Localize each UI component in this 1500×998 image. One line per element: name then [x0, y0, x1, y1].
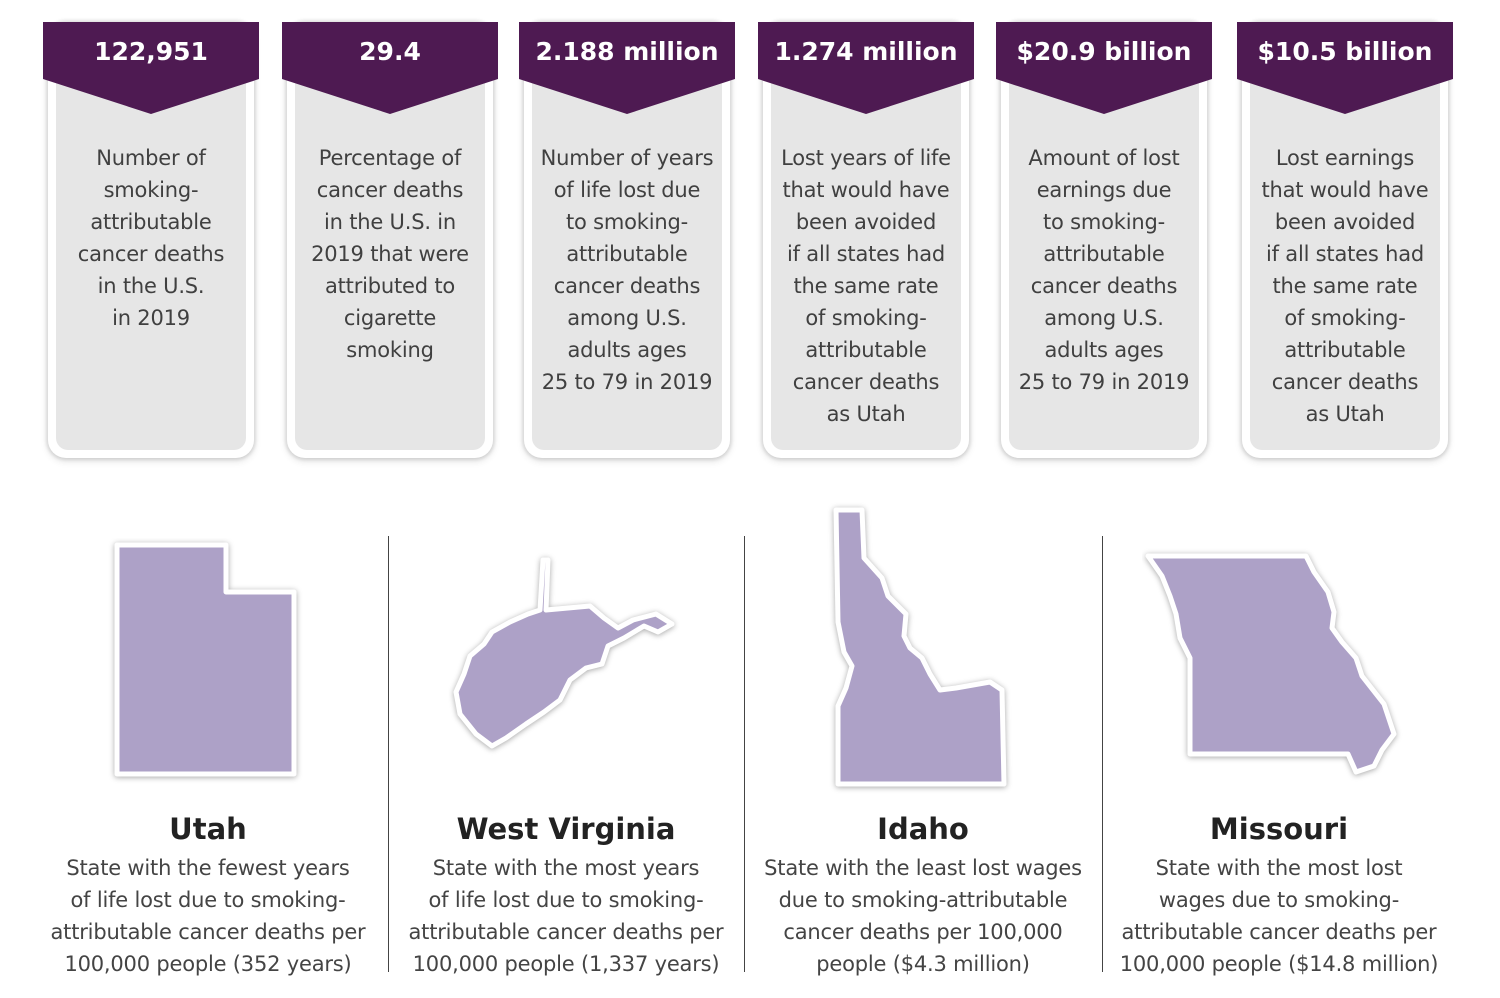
stat-value: $10.5 billion: [1257, 37, 1433, 66]
stat-description: Lost earnings that would have been avoid…: [1261, 146, 1429, 426]
stat-card-percentage: 29.4 Percentage of cancer deaths in the …: [282, 22, 498, 458]
stat-description: Lost years of life that would have been …: [781, 146, 951, 426]
stat-card-years-avoided: 1.274 million Lost years of life that wo…: [758, 22, 974, 458]
stat-value: 29.4: [359, 37, 421, 66]
stat-value: 122,951: [94, 37, 208, 66]
state-description-idaho: State with the least lost wages due to s…: [764, 856, 1082, 976]
state-description-missouri: State with the most lost wages due to sm…: [1119, 856, 1439, 976]
stat-card-lost-earnings: $20.9 billion Amount of lost earnings du…: [996, 22, 1212, 458]
stat-value: $20.9 billion: [1016, 37, 1192, 66]
stat-description: Number of years of life lost due to smok…: [540, 146, 714, 394]
stat-description: Amount of lost earnings due to smoking- …: [1018, 146, 1190, 394]
west-virginia-state-icon: [453, 557, 675, 749]
state-name-idaho: Idaho: [877, 812, 969, 846]
stat-card-earnings-avoided: $10.5 billion Lost earnings that would h…: [1237, 22, 1453, 458]
state-name-utah: Utah: [169, 812, 247, 846]
stat-value: 2.188 million: [535, 37, 719, 66]
state-description-west-virginia: State with the most years of life lost d…: [408, 856, 724, 976]
stat-description: Percentage of cancer deaths in the U.S. …: [311, 146, 469, 362]
column-divider: [388, 536, 389, 972]
missouri-state-icon: [1145, 553, 1397, 775]
utah-state-icon: [114, 542, 297, 777]
state-name-missouri: Missouri: [1209, 812, 1349, 846]
column-divider: [1102, 536, 1103, 972]
column-divider: [744, 536, 745, 972]
stat-card-deaths: 122,951 Number of smoking- attributable …: [43, 22, 259, 458]
stat-description: Number of smoking- attributable cancer d…: [77, 146, 225, 330]
stat-card-years-lost: 2.188 million Number of years of life lo…: [519, 22, 735, 458]
idaho-state-icon: [833, 507, 1007, 787]
state-description-utah: State with the fewest years of life lost…: [50, 856, 366, 976]
state-name-west-virginia: West Virginia: [456, 812, 676, 846]
stat-value: 1.274 million: [774, 37, 958, 66]
